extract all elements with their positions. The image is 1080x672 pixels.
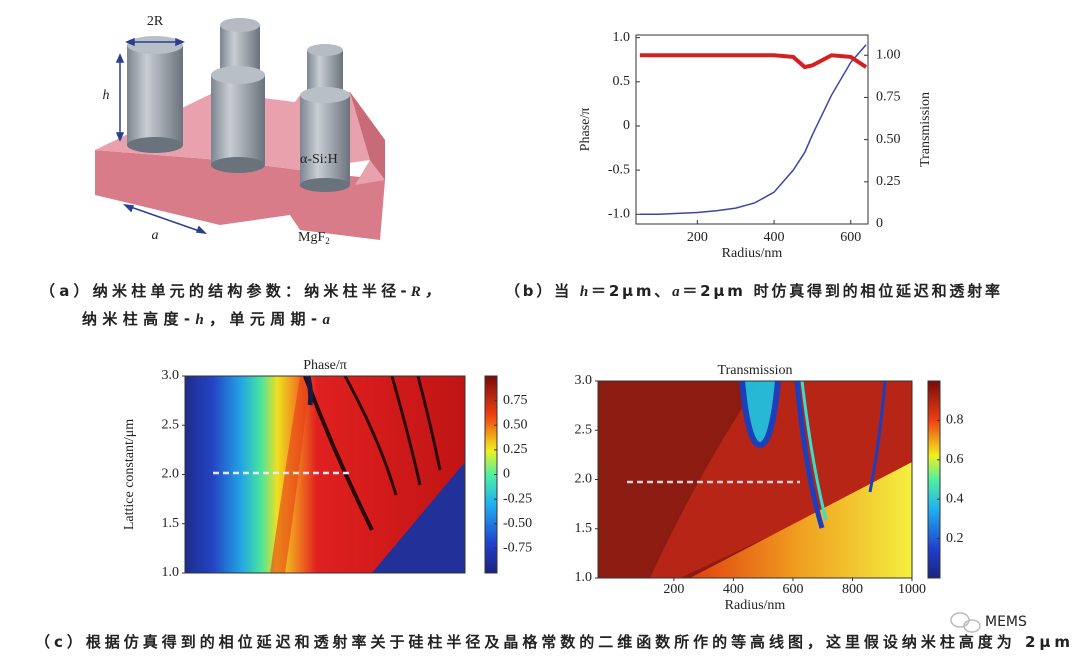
transmission-map-image: [598, 381, 912, 578]
y-tick-label: -1.0: [608, 207, 630, 222]
y2-tick-label: 0: [876, 216, 883, 231]
caption-c: （c）根据仿真得到的相位延迟和透射率关于硅柱半径及晶格常数的二维函数所作的等高线…: [35, 633, 1070, 651]
y-tick-label: 1.0: [613, 30, 631, 45]
x-tick-label: 200: [663, 582, 684, 597]
caption-part: h: [580, 284, 588, 300]
caption-a: 纳米柱高度-h ，单元周期-a: [82, 310, 331, 328]
colorbar-tick-label: 0.25: [503, 442, 528, 457]
y-tick-label: 1.0: [162, 565, 180, 580]
watermark: MEMS: [985, 614, 1027, 630]
y-tick-label: 1.5: [162, 516, 180, 531]
y-axis-label: Phase/π: [578, 108, 593, 152]
substrate-name: MgF: [298, 230, 325, 245]
colorbar-tick-label: 0.4: [946, 491, 964, 506]
y2-axis-label: Transmission: [918, 92, 933, 167]
caption-b: （b）当 h ＝2μm、 a ＝2μm 时仿真得到的相位延迟和透射率: [505, 282, 1000, 300]
y2-tick-label: 0.25: [876, 174, 901, 189]
colorbar-tick-label: -0.75: [503, 541, 532, 556]
colorbar-tick-label: 0.75: [503, 393, 528, 408]
pillar-material: α-Si:H: [300, 152, 338, 167]
colorbar-tick-label: 0.8: [946, 413, 964, 428]
x-tick-label: 600: [840, 230, 861, 245]
nanopillar-illustration: [95, 18, 385, 240]
y-tick-label: 1.5: [575, 521, 593, 536]
y-tick-label: 1.0: [575, 570, 593, 585]
caption-part: h: [195, 312, 203, 328]
y-tick-label: 2.5: [575, 422, 593, 437]
x-axis-label: Radius/nm: [722, 246, 783, 261]
x-tick-label: 600: [782, 582, 803, 597]
series-line: [639, 44, 867, 216]
caption-part: （b）当: [505, 282, 577, 300]
diameter-label: 2R: [147, 14, 164, 29]
caption-part: 纳米柱高度-: [82, 310, 190, 328]
y2-tick-label: 1.00: [876, 47, 901, 62]
substrate-subscript: 2: [325, 236, 330, 246]
caption-a: （a）纳米柱单元的结构参数：纳米柱半径- R，: [40, 282, 440, 300]
chart-title: Phase/π: [303, 358, 347, 373]
period-label: a: [152, 228, 159, 243]
y-tick-label: 2.5: [162, 417, 180, 432]
y2-tick-label: 0.50: [876, 132, 901, 147]
y-tick-label: 3.0: [162, 368, 180, 383]
y-tick-label: 3.0: [575, 373, 593, 388]
y-tick-label: 2.0: [575, 472, 593, 487]
caption-part: ，单元周期-: [209, 310, 317, 328]
phase-map-image: [185, 376, 465, 573]
x-tick-label: 1000: [898, 582, 926, 597]
y-tick-label: 2.0: [162, 467, 180, 482]
caption-part: R: [410, 284, 421, 300]
height-label: h: [103, 88, 110, 103]
colorbar-tick-label: 0: [503, 467, 510, 482]
y-tick-label: 0: [623, 118, 630, 133]
watermark-icon: [950, 612, 981, 633]
y-axis-label: Lattice constant/μm: [122, 419, 137, 530]
x-tick-label: 400: [723, 582, 744, 597]
caption-part: ＝2μm 时仿真得到的相位延迟和透射率: [682, 282, 1000, 300]
x-tick-label: 400: [764, 230, 785, 245]
colorbar-tick-label: -0.25: [503, 491, 532, 506]
caption-part: a: [323, 312, 331, 328]
x-axis-label: Radius/nm: [725, 598, 786, 613]
colorbar: [927, 380, 941, 579]
caption-part: （a）纳米柱单元的结构参数：纳米柱半径-: [40, 282, 407, 300]
caption-part: a: [672, 284, 680, 300]
y2-tick-label: 0.75: [876, 90, 901, 105]
series-line: [639, 53, 868, 70]
caption-part: ，: [425, 284, 440, 300]
substrate-material: MgF2: [298, 230, 330, 246]
x-tick-label: 200: [687, 230, 708, 245]
colorbar-tick-label: 0.50: [503, 417, 528, 432]
colorbar-tick-label: -0.50: [503, 516, 532, 531]
y-tick-label: 0.5: [613, 74, 631, 89]
colorbar-tick-label: 0.6: [946, 452, 964, 467]
caption-part: ＝2μm、: [591, 282, 669, 300]
x-tick-label: 800: [842, 582, 863, 597]
chart-title: Transmission: [718, 363, 793, 378]
plot-frame: [635, 34, 869, 225]
colorbar-tick-label: 0.2: [946, 531, 964, 546]
y-tick-label: -0.5: [608, 162, 630, 177]
